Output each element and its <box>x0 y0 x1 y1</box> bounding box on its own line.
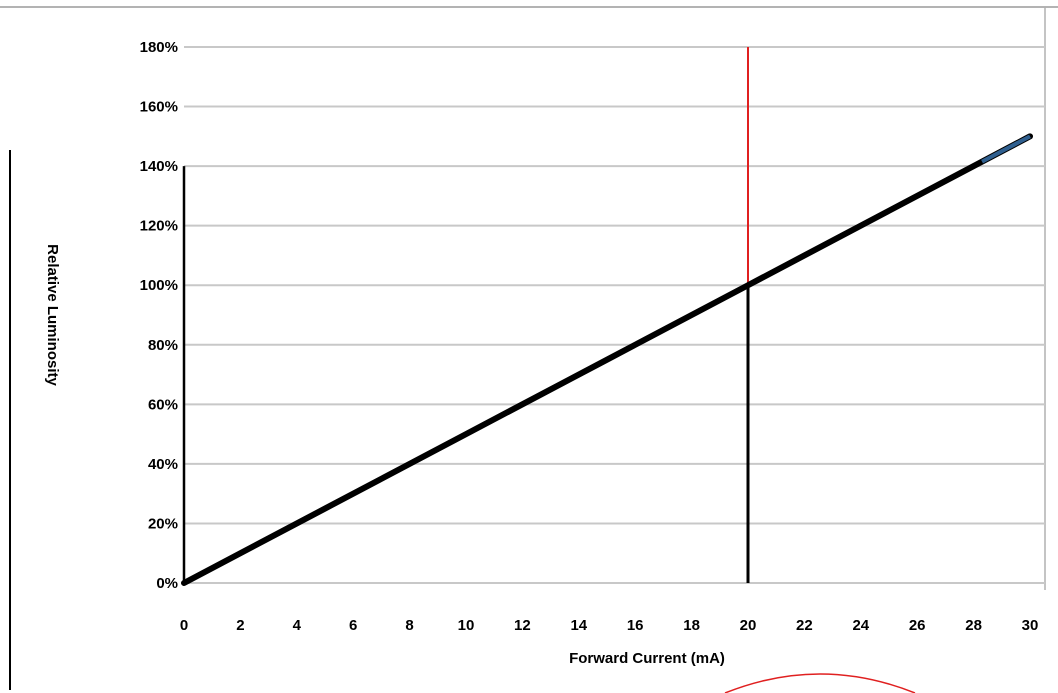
series <box>181 133 1033 586</box>
x-tick-label: 8 <box>405 617 413 634</box>
y-tick-label: 60% <box>148 396 178 413</box>
x-tick-label: 22 <box>796 617 813 634</box>
x-tick-label: 20 <box>740 617 757 634</box>
y-tick-labels: 0% 20% 40% 60% 80% 100% 120% 140% 160% 180% <box>140 39 178 592</box>
y-tick-label: 160% <box>140 99 178 116</box>
grid <box>184 46 1045 525</box>
y-tick-label: 100% <box>140 277 178 294</box>
series-line-tail <box>981 134 1031 164</box>
y-tick-label: 40% <box>148 456 178 473</box>
x-tick-label: 30 <box>1022 617 1039 634</box>
axes <box>182 166 1045 584</box>
y-tick-label: 80% <box>148 337 178 354</box>
series-line <box>181 133 1033 586</box>
y-tick-label: 20% <box>148 515 178 532</box>
x-tick-label: 18 <box>683 617 700 634</box>
x-tick-labels: 0 2 4 6 8 10 12 14 16 18 20 22 24 26 28 30 <box>180 617 1039 634</box>
x-tick-label: 14 <box>570 617 587 634</box>
y-tick-label: 120% <box>140 218 178 235</box>
x-axis-title: Forward Current (mA) <box>569 650 725 667</box>
y-tick-label: 140% <box>140 158 178 175</box>
x-tick-label: 26 <box>909 617 926 634</box>
y-tick-label: 0% <box>156 575 178 592</box>
x-tick-label: 24 <box>852 617 869 634</box>
y-tick-label: 180% <box>140 39 178 56</box>
x-tick-label: 0 <box>180 617 188 634</box>
y-axis-title: Relative Luminosity <box>44 244 61 386</box>
x-tick-label: 28 <box>965 617 982 634</box>
x-tick-label: 4 <box>293 617 302 634</box>
annotation-circle <box>724 673 916 693</box>
x-tick-label: 12 <box>514 617 531 634</box>
x-tick-label: 16 <box>627 617 644 634</box>
x-tick-label: 10 <box>458 617 475 634</box>
x-tick-label: 6 <box>349 617 357 634</box>
x-tick-label: 2 <box>236 617 244 634</box>
